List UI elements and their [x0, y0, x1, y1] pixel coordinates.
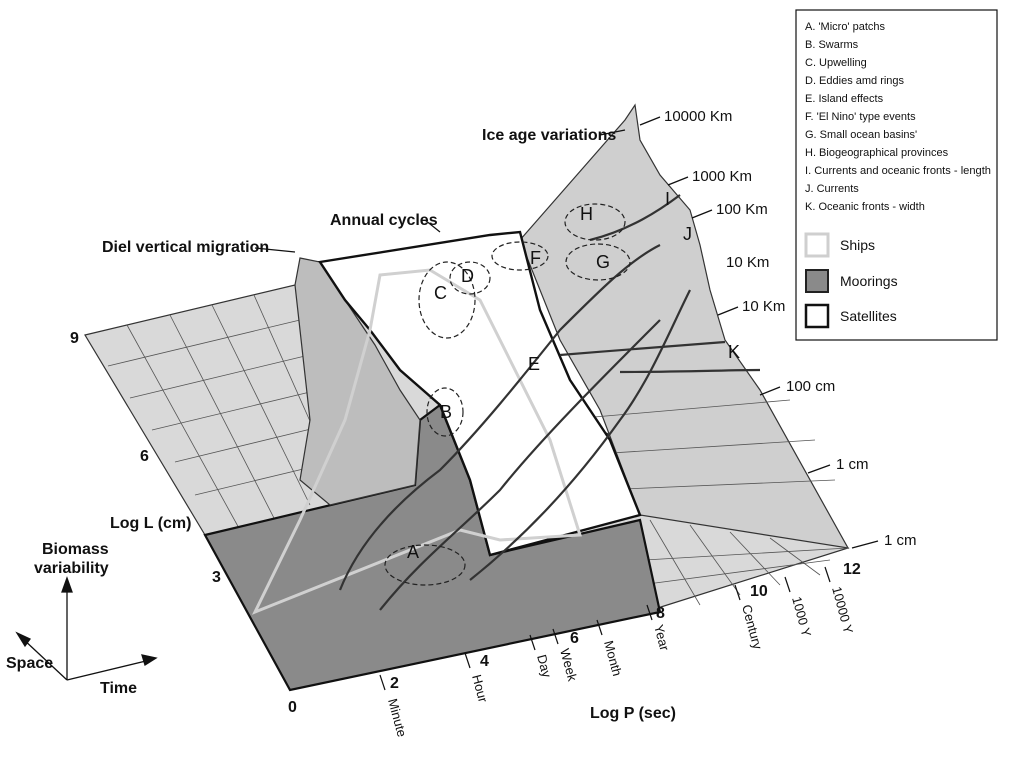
time-label-1000y: 1000 Y: [789, 595, 814, 639]
scale-label-1: 1000 Km: [692, 168, 752, 185]
time-label-week: Week: [557, 647, 580, 683]
legend-item: E. Island effects: [805, 93, 884, 105]
legend-item: J. Currents: [805, 183, 859, 195]
legend-items: A. 'Micro' patchs B. Swarms C. Upwelling…: [805, 21, 991, 213]
ice-age-leader: [599, 129, 626, 136]
scale-arrows: [639, 116, 879, 549]
compass-biomass: Biomass: [42, 541, 109, 558]
zone-A: A: [407, 542, 419, 562]
legend-item: F. 'El Nino' type events: [805, 111, 916, 123]
time-arrows: [379, 566, 831, 691]
zone-K: K: [728, 342, 740, 362]
zone-I: I: [665, 189, 670, 209]
legend-swatch-ships: [804, 232, 830, 258]
zone-D: D: [461, 266, 474, 286]
zone-G: G: [596, 252, 610, 272]
zone-B: B: [440, 402, 452, 422]
scale-label-6: 1 cm: [836, 456, 869, 473]
x-tick-6: 6: [570, 630, 579, 647]
time-label-century: Century: [739, 603, 765, 651]
scale-label-4: 10 Km: [742, 298, 785, 315]
y-axis-title: Log L (cm): [110, 515, 191, 532]
scale-label-0: 10000 Km: [664, 108, 732, 125]
legend-label-ships: Ships: [840, 237, 875, 253]
legend-item: C. Upwelling: [805, 57, 867, 69]
annotation-diel: Diel vertical migration: [102, 239, 269, 256]
scale-label-5: 100 cm: [786, 378, 835, 395]
ships-outline: [251, 268, 583, 615]
dashed-zones: [384, 203, 631, 586]
legend-label-satellites: Satellites: [840, 308, 897, 324]
legend-box: [795, 9, 998, 341]
compass-variability: variability: [34, 560, 109, 577]
legend-item: B. Swarms: [805, 39, 859, 51]
x-tick-10: 10: [750, 583, 768, 600]
legend-swatch-moorings: [805, 269, 829, 293]
scale-label-7: 1 cm: [884, 532, 917, 549]
time-label-10000y: 10000 Y: [829, 585, 856, 636]
zone-H: H: [580, 204, 593, 224]
y-tick-9: 9: [70, 330, 79, 347]
legend-swatch-satellites: [804, 303, 830, 329]
y-tick-3: 3: [212, 569, 221, 586]
diel-leader: [254, 247, 296, 253]
legend-item: A. 'Micro' patchs: [805, 21, 886, 33]
legend-item: G. Small ocean basins': [805, 129, 917, 141]
y-tick-6: 6: [140, 448, 149, 465]
zone-C: C: [434, 283, 447, 303]
x-tick-2: 2: [390, 675, 399, 692]
scale-label-3: 10 Km: [726, 254, 769, 271]
zone-E: E: [528, 354, 540, 374]
time-label-hour: Hour: [469, 673, 491, 705]
time-label-day: Day: [534, 653, 555, 680]
time-label-year: Year: [651, 623, 672, 653]
legend-item: I. Currents and oceanic fronts - length: [805, 165, 991, 177]
x-tick-8: 8: [656, 605, 665, 622]
time-label-month: Month: [601, 639, 625, 678]
x-tick-0: 0: [288, 699, 297, 716]
contour-lines: [338, 194, 761, 611]
annual-leader: [424, 219, 441, 233]
right-wall: [519, 103, 850, 549]
scale-label-2: 100 Km: [716, 201, 768, 218]
zone-J: J: [683, 224, 692, 244]
time-label-minute: Minute: [385, 697, 410, 739]
x-tick-12: 12: [843, 561, 861, 578]
annotation-annual: Annual cycles: [330, 212, 438, 229]
legend-label-moorings: Moorings: [840, 273, 898, 289]
legend-item: K. Oceanic fronts - width: [805, 201, 925, 213]
plane-grid: [107, 294, 849, 606]
zone-F: F: [530, 248, 541, 268]
x-axis-title: Log P (sec): [590, 705, 676, 722]
compass-time: Time: [100, 680, 137, 697]
annotation-ice-age: Ice age variations: [482, 127, 616, 144]
compass-space: Space: [6, 655, 53, 672]
x-tick-4: 4: [480, 653, 489, 670]
legend-item: D. Eddies amd rings: [805, 75, 905, 87]
compass-axes: [15, 576, 158, 681]
legend-item: H. Biogeographical provinces: [805, 147, 949, 159]
